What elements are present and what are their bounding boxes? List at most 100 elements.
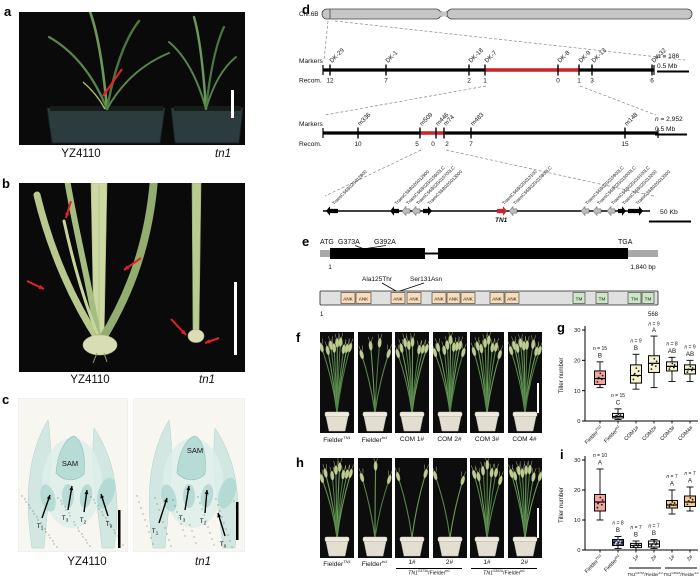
sample-size: n = 15 xyxy=(611,393,625,399)
sample-size: n = 7 xyxy=(648,524,659,530)
gene-name: TraesCS6B02G012800 xyxy=(331,169,368,206)
significance-letter: A xyxy=(598,460,603,467)
scale-bar xyxy=(236,502,239,540)
x-tick-label: 2# xyxy=(650,554,658,562)
x-tick-label: COM3# xyxy=(659,425,676,442)
ank-domain-label: ANK xyxy=(507,297,517,302)
sample-size: n = 9 xyxy=(648,322,659,328)
scale-label: 0.5 Mb xyxy=(657,63,677,70)
box-series xyxy=(594,468,606,521)
significance-letter: A xyxy=(652,327,657,334)
panel-f-photo-3 xyxy=(394,332,430,433)
tiller-label: T2 xyxy=(200,518,207,526)
sample-size: n = 9 xyxy=(630,338,641,344)
panel-b-photo xyxy=(19,175,245,372)
marker-label: m509 xyxy=(418,111,434,127)
panel-a-label-right: tn1 xyxy=(215,148,231,160)
photo-svg xyxy=(318,458,354,558)
recombinant-count: 3 xyxy=(590,78,594,85)
y-axis-label: Tiller number xyxy=(558,487,565,523)
gene-arrow xyxy=(592,205,602,217)
significance-letter: C xyxy=(616,399,621,406)
panel-c-micrograph-right: SAM T1 T3 T2 T0 xyxy=(132,397,246,553)
box-series xyxy=(648,335,660,389)
photo-svg: SAM T1 T3 T2 T0 xyxy=(132,397,246,553)
panel-h-photo-3 xyxy=(394,458,429,558)
tiller-label: T0 xyxy=(220,541,227,549)
recombinant-count: 5 xyxy=(415,141,419,148)
aa-end: 568 xyxy=(648,312,659,318)
boxplot-svg: 0 10 20 30 Tiller number Bn = 15 FielderTN1 Cn … xyxy=(558,322,698,446)
box-series xyxy=(666,356,678,383)
boxplot-svg: 0 10 20 30 Tiller number An = 10 FielderTN1 Bn … xyxy=(558,453,699,577)
genetic-map-1: DK-2912DK-17DK-182DK-71DK-80DK-91DK-133D… xyxy=(299,47,689,85)
tiller-label: T1 xyxy=(152,528,159,536)
row-label-markers: Markers xyxy=(299,58,324,65)
genetic-map-2: m33610m5095m4460m742m4837m14815MarkersRe… xyxy=(299,111,687,148)
scale-bar xyxy=(536,508,539,538)
marker-label: DK-8 xyxy=(556,49,571,64)
y-tick-label: 20 xyxy=(574,359,580,365)
box-series xyxy=(666,489,678,515)
x-tick-label: 2# xyxy=(686,554,694,562)
ank-domain-label: ANK xyxy=(409,297,419,302)
tm-domain-label: TM xyxy=(645,297,652,302)
panel-h-sub-2: 2# xyxy=(445,559,454,566)
panel-f-caption-4: COM 2# xyxy=(437,436,462,443)
panel-f-caption-1: FielderTN1 xyxy=(323,435,351,445)
red-arrow xyxy=(26,280,45,290)
photo-svg: SAM T1 T3 T2 T0 xyxy=(17,397,129,553)
panel-h-sub-1: 1# xyxy=(408,559,416,566)
red-arrow xyxy=(204,337,220,344)
significance-letter: AB xyxy=(668,348,676,355)
box-series xyxy=(630,540,642,551)
y-tick-label: 0 xyxy=(577,548,580,554)
ank-domain-label: ANK xyxy=(463,297,473,302)
panel-f-caption-6: COM 4# xyxy=(512,436,537,443)
ank-domain-label: ANK xyxy=(343,297,353,302)
scale-bar xyxy=(118,510,121,548)
panel-b-letter: b xyxy=(2,176,10,191)
panel-h-photo-5 xyxy=(470,455,504,558)
x-tick-label: Fieldertn1 xyxy=(602,553,622,573)
recombinant-count: 1 xyxy=(483,78,487,85)
x-tick-label: COM1# xyxy=(623,425,640,442)
marker-label: m148 xyxy=(623,111,639,127)
panel-f-photo-5 xyxy=(470,331,504,433)
panel-f-photo-1 xyxy=(318,332,354,433)
gene-arrow xyxy=(580,205,590,217)
tiller-arrow xyxy=(100,493,109,517)
photo-svg xyxy=(470,455,504,558)
marker-label: DK-13 xyxy=(590,47,608,65)
tiller-arrow xyxy=(217,512,226,537)
y-tick-label: 0 xyxy=(577,419,580,425)
sample-size: n = 8 xyxy=(666,341,677,347)
recombinant-count: 0 xyxy=(556,78,560,85)
recombinant-count: 1 xyxy=(577,78,581,85)
panel-h-group-label-1: TN1G373A/Fieldertn1 xyxy=(408,569,450,577)
panel-f-photo-2 xyxy=(357,332,392,433)
significance-letter: B xyxy=(616,527,620,534)
aa-substitution-1: Ala125Thr xyxy=(362,276,393,283)
red-arrow xyxy=(65,200,72,219)
panel-f-photo-4 xyxy=(431,330,467,433)
scale-bar xyxy=(536,383,539,413)
tiller-arrow xyxy=(184,485,191,511)
sam-label: SAM xyxy=(187,446,203,455)
panel-h-photo-1 xyxy=(318,458,354,558)
panel-f-caption-3: COM 1# xyxy=(399,436,425,443)
panel-h-group-label-2: TN1G392A/Fieldertn1 xyxy=(483,569,525,577)
recombinant-count: 2 xyxy=(445,141,449,148)
gene-arrow xyxy=(508,205,518,217)
tiller-label: T3 xyxy=(179,515,186,523)
group-label: TN1G373A/Fieldertn1 xyxy=(627,571,663,577)
recombinant-count: 2 xyxy=(467,78,471,85)
y-axis-label: Tiller number xyxy=(558,358,565,394)
recombinant-count: 10 xyxy=(354,141,362,148)
x-tick-label: Fieldertn1 xyxy=(602,424,622,444)
row-label-markers: Markers xyxy=(299,121,324,128)
position-start: 1 xyxy=(328,264,332,271)
scale-bar xyxy=(231,90,234,118)
